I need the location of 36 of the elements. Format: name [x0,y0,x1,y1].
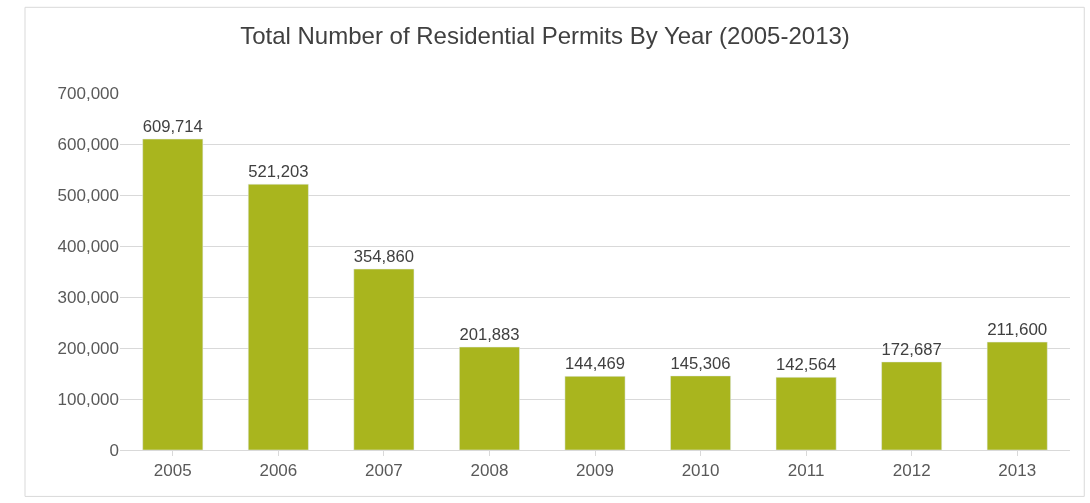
x-tick-label: 2009 [576,461,614,481]
y-tick-label: 0 [109,440,119,460]
y-tick-label: 600,000 [57,134,119,154]
x-tick-label: 2008 [470,461,509,481]
x-tick-label: 2012 [892,461,931,481]
y-tick-label: 500,000 [57,185,119,205]
data-label: 201,883 [459,325,520,345]
y-tick-label: 200,000 [57,338,119,358]
data-label: 609,714 [142,117,203,137]
y-tick-label: 100,000 [57,389,119,409]
data-label: 172,687 [881,340,942,360]
bar [353,268,415,450]
bar [986,341,1048,450]
y-tick-label: 700,000 [57,83,119,103]
bar [248,183,309,450]
bar [881,361,942,450]
data-label: 211,600 [987,320,1048,340]
x-tick-label: 2013 [998,461,1037,481]
data-label: 144,469 [564,354,626,374]
chart-title: Total Number of Residential Permits By Year (2005-2013) [240,21,850,49]
data-label: 354,860 [353,247,414,267]
bar [670,375,731,450]
data-label: 142,564 [776,355,837,375]
data-label: 521,203 [248,162,309,182]
x-tick-label: 2005 [153,461,192,481]
x-tick-label: 2010 [681,461,720,481]
x-tick-label: 2006 [259,461,298,481]
x-tick-label: 2011 [787,461,825,481]
bar [775,377,837,450]
y-tick-label: 300,000 [57,287,119,307]
bar [564,376,626,450]
bar [459,346,520,450]
x-tick-label: 2007 [364,461,403,481]
y-tick-label: 400,000 [57,236,119,256]
data-label: 145,306 [670,353,731,373]
bar [142,138,204,450]
